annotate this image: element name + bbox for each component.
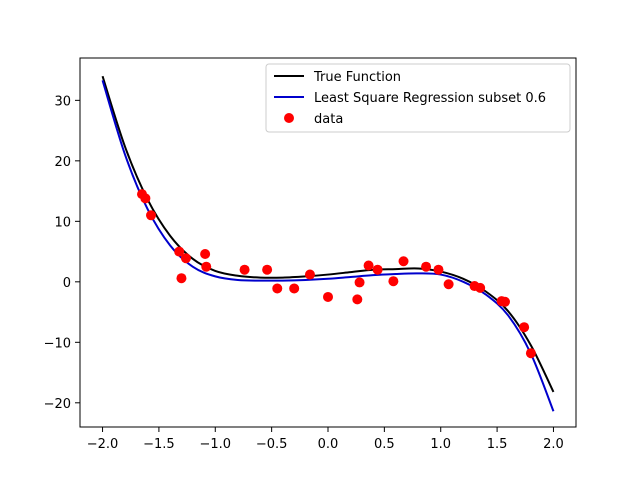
data-point [140,193,151,204]
y-tick-label: 30 [54,94,71,109]
data-point [174,246,185,257]
data-point [146,210,157,221]
data-point [398,256,409,267]
data-point [239,264,250,275]
data-point [304,269,315,280]
x-tick-label: −2.0 [87,437,119,452]
data-point [421,261,432,272]
data-point [200,248,211,259]
y-tick-label: 10 [54,215,71,230]
data-point [525,348,536,359]
data-point [475,282,486,293]
data-point [272,283,283,294]
x-tick-label: 1.0 [430,437,451,452]
data-point [433,264,444,275]
data-point [363,260,374,271]
x-tick-label: −1.5 [143,437,175,452]
y-tick-label: −20 [44,397,71,412]
x-axis-ticks: −2.0 −1.5 −1.0 −0.5 0.0 0.5 1.0 1.5 2.0 [87,427,564,452]
x-tick-label: −0.5 [256,437,288,452]
y-tick-label: 0 [63,276,71,291]
data-point [323,291,333,302]
legend-label-true-function: True Function [313,70,401,85]
data-points [137,189,536,359]
data-point [262,264,273,275]
data-point [519,322,530,333]
data-point [443,279,454,290]
x-tick-label: −1.0 [199,437,231,452]
y-tick-label: −10 [44,336,71,351]
x-tick-label: 1.5 [487,437,508,452]
x-tick-label: 0.5 [374,437,395,452]
legend-swatch-data [284,113,294,123]
data-point [354,277,365,288]
legend: True Function Least Square Regression su… [265,63,571,133]
data-point [388,276,399,287]
data-point [352,294,363,305]
legend-label-regression: Least Square Regression subset 0.6 [314,91,546,106]
data-point [201,261,212,272]
data-point [372,264,383,275]
data-point [289,283,300,294]
x-tick-label: 0.0 [318,437,339,452]
data-point [180,253,191,264]
x-tick-label: 2.0 [543,437,564,452]
legend-label-data: data [314,112,343,127]
y-axis-ticks: −20 −10 0 10 20 30 [44,94,80,412]
y-tick-label: 20 [54,155,71,170]
data-point [499,296,510,307]
data-point [176,273,187,284]
legend-box [265,63,571,133]
